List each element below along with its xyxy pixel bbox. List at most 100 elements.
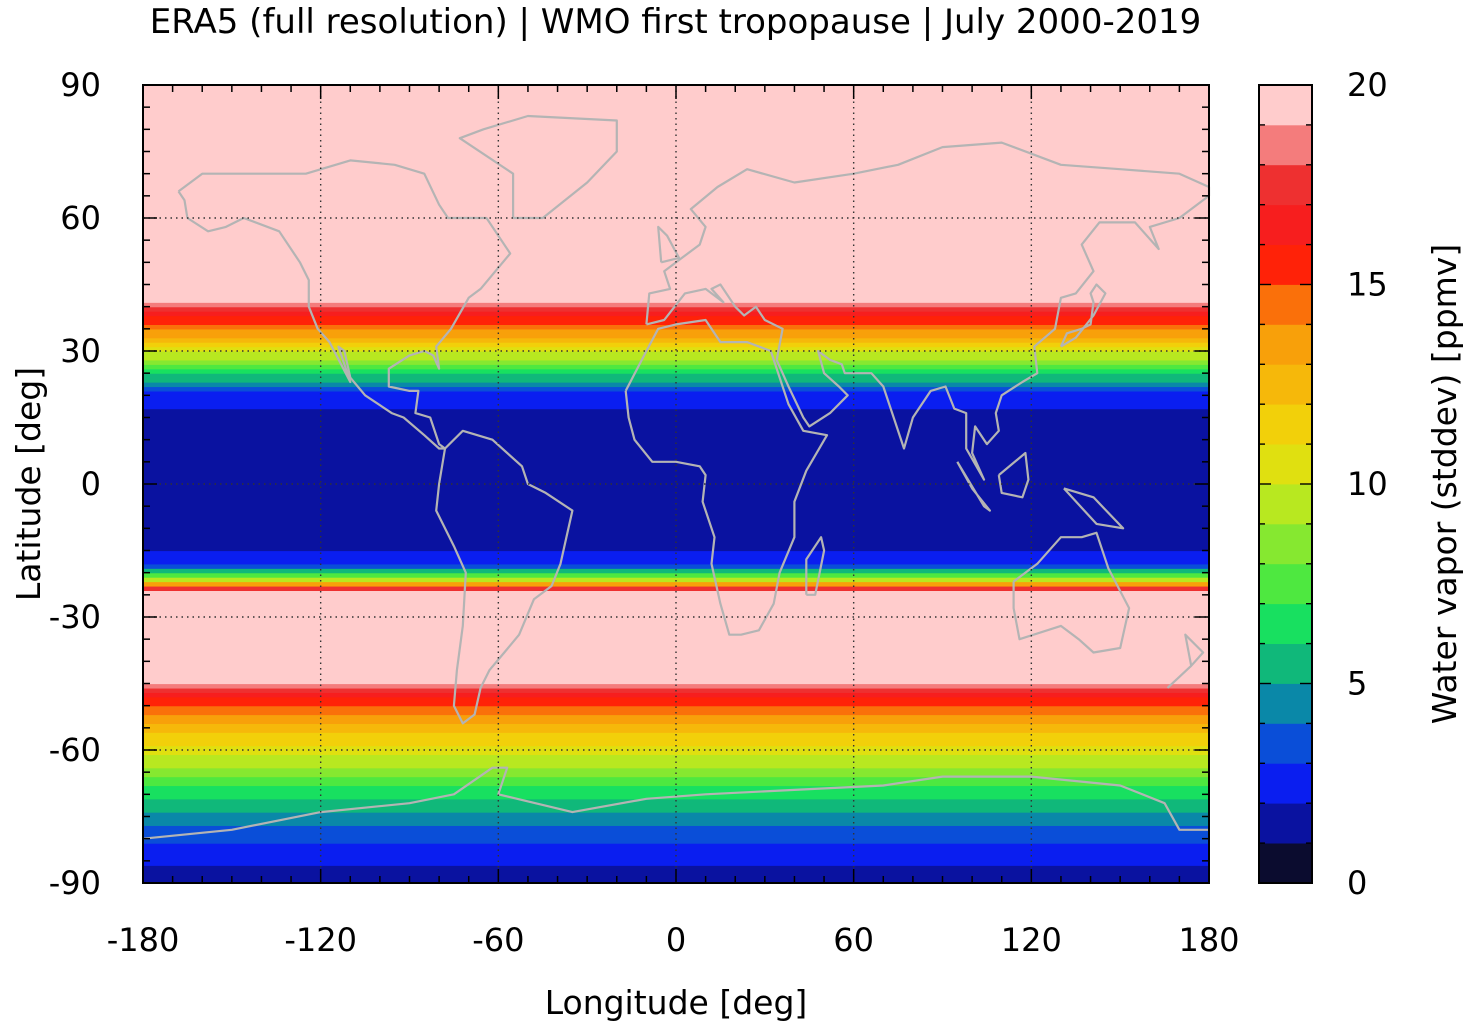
heatmap-band: [143, 763, 1209, 769]
heatmap-band: [143, 674, 1209, 680]
heatmap-band: [143, 581, 1209, 587]
colorbar-swatch: [1259, 364, 1312, 405]
gridlines: [143, 85, 1209, 883]
x-axis: -180 -120 -60 0 60 120 180: [107, 921, 1240, 959]
heatmap-band: [143, 328, 1209, 334]
heatmap-band: [143, 603, 1209, 609]
heatmap-band: [143, 466, 1209, 472]
plot-frame: [142, 84, 1210, 884]
heatmap-band: [143, 492, 1209, 498]
colorbar-swatch: [1259, 444, 1312, 485]
y-tick-label: 90: [60, 66, 101, 104]
heatmap-band: [143, 767, 1209, 773]
heatmap-band: [143, 315, 1209, 321]
heatmap-band: [143, 745, 1209, 751]
heatmap-band: [143, 200, 1209, 206]
heatmap-band: [143, 142, 1209, 148]
heatmap-band: [143, 785, 1209, 791]
x-tick-label: -60: [472, 921, 524, 959]
colorbar-label: Water vapor (stddev) [ppmv]: [1425, 244, 1464, 724]
heatmap-band: [143, 324, 1209, 330]
heatmap-band: [143, 337, 1209, 343]
heatmap-band: [143, 421, 1209, 427]
heatmap-band: [143, 488, 1209, 494]
x-tick-label: 180: [1178, 921, 1239, 959]
colorbar-swatch: [1259, 85, 1312, 126]
heatmap-band: [143, 470, 1209, 476]
heatmap-band: [143, 537, 1209, 543]
heatmap-band: [143, 758, 1209, 764]
heatmap-band: [143, 235, 1209, 241]
heatmap-band: [143, 222, 1209, 228]
heatmap-band: [143, 169, 1209, 175]
heatmap-band: [143, 630, 1209, 636]
colorbar-swatch: [1259, 563, 1312, 605]
heatmap-band: [143, 585, 1209, 591]
heatmap-band: [143, 173, 1209, 179]
coastline: [142, 766, 1209, 840]
heatmap-band: [143, 599, 1209, 605]
heatmap-band: [143, 656, 1209, 662]
colorbar-tick-label: 15: [1347, 266, 1388, 304]
coastline: [645, 141, 1211, 481]
heatmap-band: [143, 829, 1209, 835]
heatmap-band: [143, 714, 1209, 720]
heatmap-band: [143, 333, 1209, 339]
heatmap-band: [143, 727, 1209, 733]
colorbar-tick-label: 5: [1347, 665, 1367, 703]
heatmap-band: [143, 311, 1209, 317]
y-axis: -90 -60 -30 0 30 60 90: [49, 66, 101, 902]
heatmap-band: [143, 351, 1209, 357]
heatmap-band: [143, 102, 1209, 108]
heatmap-band: [143, 723, 1209, 729]
heatmap-band: [143, 399, 1209, 405]
heatmap-band: [143, 430, 1209, 436]
coastline: [997, 451, 1030, 499]
heatmap-band: [143, 772, 1209, 778]
heatmap-band: [143, 816, 1209, 822]
coastline: [1063, 487, 1125, 530]
heatmap-band: [143, 124, 1209, 130]
heatmap-band: [143, 448, 1209, 454]
heatmap-band: [143, 705, 1209, 711]
heatmap-band: [143, 563, 1209, 569]
heatmap-band: [143, 444, 1209, 450]
heatmap-band: [143, 718, 1209, 724]
x-tick-label: -120: [284, 921, 357, 959]
colorbar-swatch: [1259, 603, 1312, 644]
heatmap-band: [143, 111, 1209, 117]
colorbar-swatch: [1259, 523, 1312, 565]
heatmap-band: [143, 377, 1209, 383]
colorbar-swatch: [1259, 484, 1312, 525]
heatmap-band: [143, 568, 1209, 574]
heatmap-band: [143, 288, 1209, 294]
heatmap-band: [143, 559, 1209, 565]
heatmap-band: [143, 155, 1209, 161]
heatmap-band: [143, 395, 1209, 401]
y-tick-label: -90: [49, 864, 101, 902]
coastline: [1012, 531, 1131, 654]
heatmap-band: [143, 382, 1209, 388]
heatmap-band: [143, 426, 1209, 432]
heatmap-band: [143, 218, 1209, 224]
heatmap-band: [143, 262, 1209, 268]
heatmap-band: [143, 532, 1209, 538]
colorbar-swatch: [1259, 204, 1312, 245]
heatmap-band: [143, 612, 1209, 618]
heatmap-band: [143, 515, 1209, 521]
heatmap-band: [143, 98, 1209, 104]
coastlines: [142, 114, 1211, 840]
heatmap-band: [143, 741, 1209, 747]
heatmap-band: [143, 266, 1209, 272]
heatmap-band: [143, 439, 1209, 445]
heatmap-band: [143, 541, 1209, 547]
heatmap-band: [143, 519, 1209, 525]
heatmap-band: [143, 271, 1209, 277]
heatmap-band: [143, 417, 1209, 423]
heatmap-band: [143, 789, 1209, 795]
heatmap-band: [143, 834, 1209, 840]
colorbar-tick-label: 10: [1347, 465, 1388, 503]
heatmap-band: [143, 865, 1209, 871]
heatmap-band: [143, 240, 1209, 246]
